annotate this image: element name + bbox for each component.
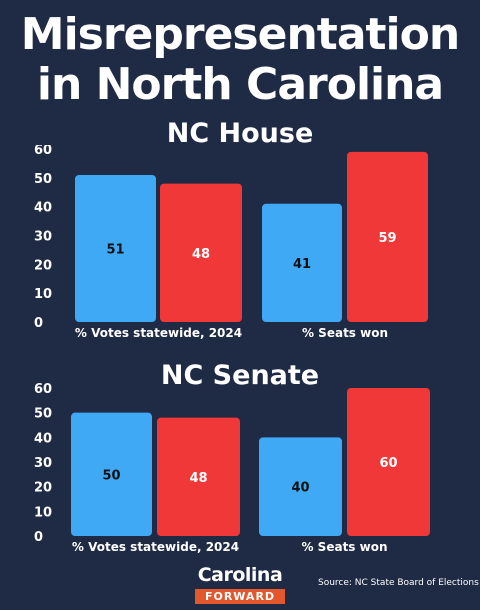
bar-value-label: 48 xyxy=(192,247,210,262)
bar-value-label: 50 xyxy=(102,468,120,483)
house-chart: 0 10 20 30 40 50 60 51 48 % Votes statewide, 2024… xyxy=(34,145,428,340)
y-tick-label: 30 xyxy=(34,230,52,245)
logo-bottom-text: FORWARD xyxy=(194,589,286,604)
x-category-label: % Votes statewide, 2024 xyxy=(75,326,242,340)
bar xyxy=(259,437,342,536)
y-tick-label: 40 xyxy=(34,431,52,446)
bar-value-label: 59 xyxy=(378,231,396,246)
x-category-label: % Votes statewide, 2024 xyxy=(72,540,239,554)
page-title: Misrepresentation in North Carolina xyxy=(20,9,460,110)
bar xyxy=(347,151,428,322)
chart-title-house: NC House xyxy=(166,118,314,149)
bar xyxy=(71,412,152,536)
bar xyxy=(160,183,242,322)
y-tick-label: 0 xyxy=(34,530,43,545)
bar xyxy=(157,417,240,536)
y-tick-label: 50 xyxy=(34,172,52,187)
bar xyxy=(262,203,342,322)
y-tick-label: 20 xyxy=(34,258,52,273)
bar xyxy=(347,388,430,536)
x-category-label: % Seats won xyxy=(301,540,387,554)
y-tick-label: 50 xyxy=(34,407,52,422)
bar-value-label: 60 xyxy=(379,456,397,471)
bar-value-label: 41 xyxy=(293,257,311,272)
y-tick-label: 60 xyxy=(34,145,52,158)
y-tick-label: 0 xyxy=(34,316,43,331)
y-tick-label: 40 xyxy=(34,201,52,216)
x-category-label: % Seats won xyxy=(302,326,388,340)
bar xyxy=(75,174,156,322)
y-tick-label: 10 xyxy=(34,505,52,520)
y-tick-label: 30 xyxy=(34,456,52,471)
senate-chart: 0 10 20 30 40 50 60 50 48 % Votes statewide, 2024… xyxy=(34,383,430,554)
bar-value-label: 51 xyxy=(106,242,124,257)
carolina-forward-logo: Carolina FORWARD xyxy=(190,565,290,604)
y-tick-label: 60 xyxy=(34,383,52,397)
y-tick-label: 10 xyxy=(34,287,52,302)
bar-value-label: 48 xyxy=(189,471,207,486)
y-tick-label: 20 xyxy=(34,481,52,496)
bar-value-label: 40 xyxy=(291,481,309,496)
chart-title-senate: NC Senate xyxy=(160,360,320,391)
source-note: Source: NC State Board of Elections xyxy=(318,578,479,588)
logo-top-text: Carolina xyxy=(197,564,283,586)
